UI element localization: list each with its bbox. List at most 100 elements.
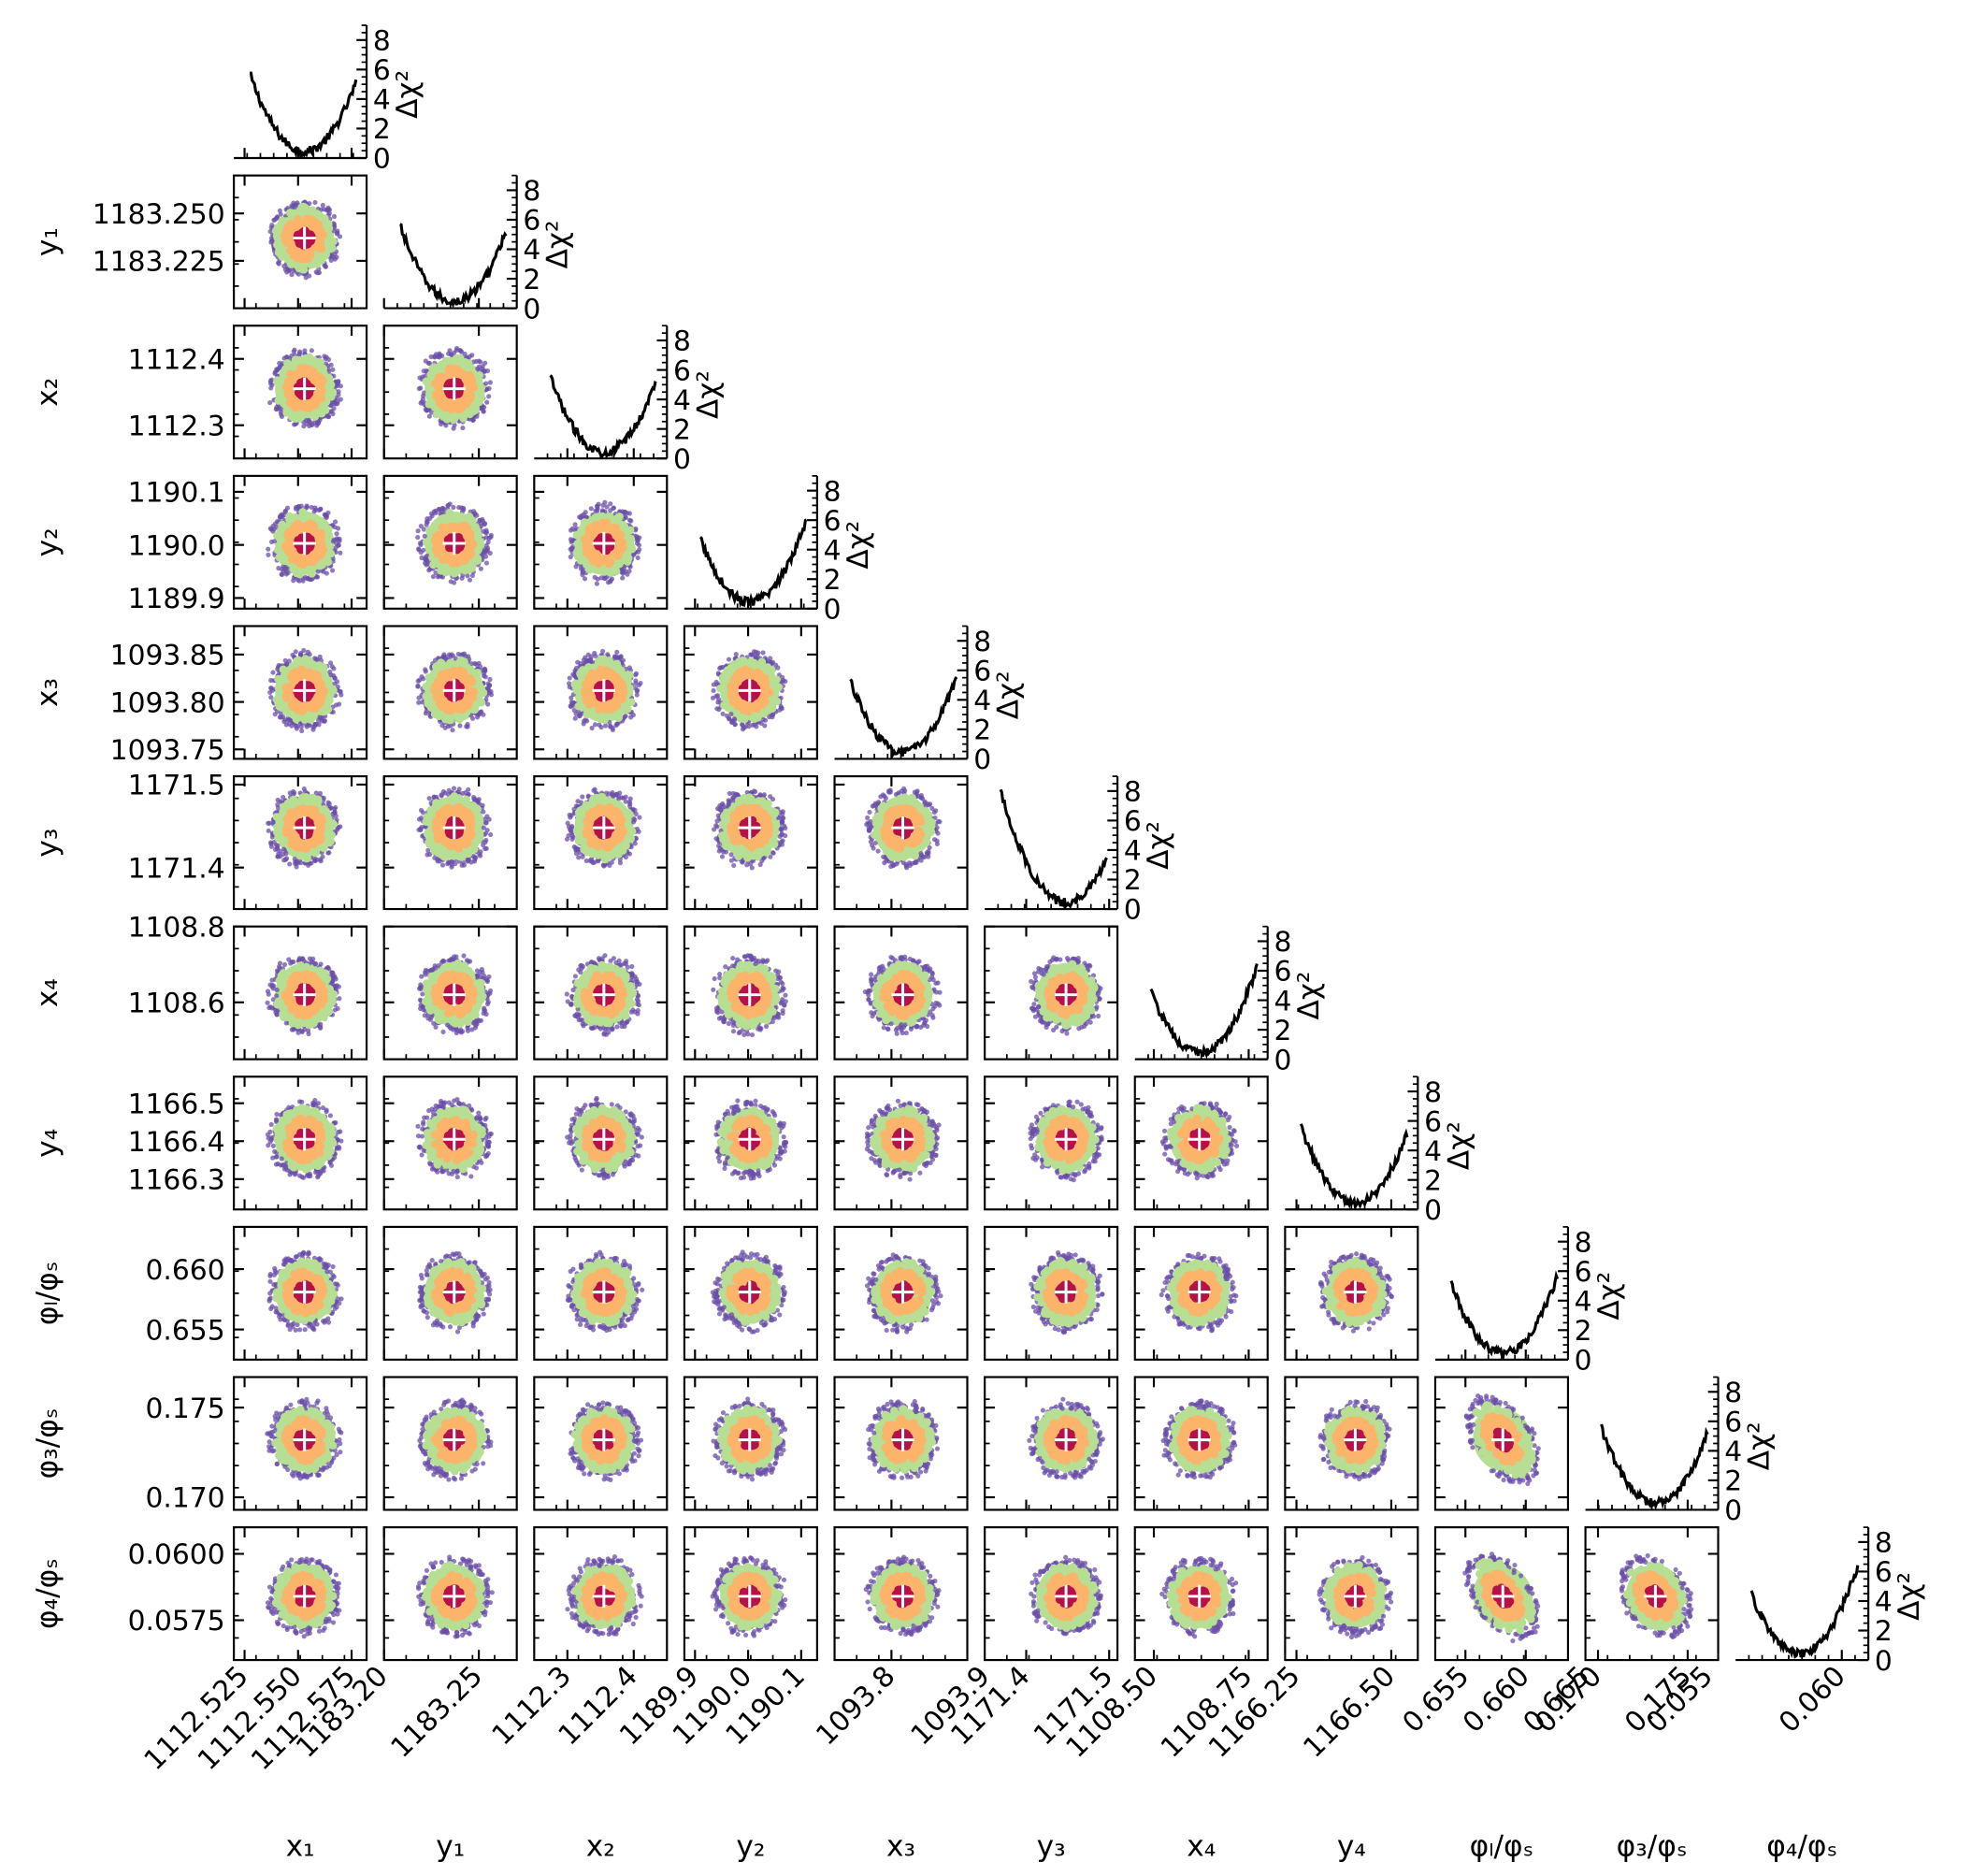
scatter-point (415, 683, 421, 689)
y-tick-label: 1190.0 (128, 529, 225, 562)
scatter-point (280, 361, 285, 367)
scatter-point (285, 570, 291, 576)
scatter-point (288, 549, 296, 558)
scatter-point (421, 527, 426, 532)
scatter-point (614, 649, 620, 655)
scatter-point (329, 685, 338, 695)
scatter-point (482, 360, 488, 366)
scatter-point (291, 355, 300, 365)
scatter-point (319, 364, 328, 373)
scatter-point (276, 566, 281, 571)
scatter-point (437, 353, 442, 358)
scatter-point (327, 243, 337, 253)
scatter-point (435, 688, 444, 698)
profile-curve (249, 71, 358, 158)
scatter-point (452, 423, 457, 428)
y-axis-label: Δχ² (842, 521, 875, 570)
scatter-point (316, 409, 324, 418)
scatter-point (633, 527, 639, 533)
scatter-point (275, 381, 284, 390)
scatter-point (282, 717, 288, 723)
scatter-point (429, 704, 438, 713)
scatter-point (617, 679, 626, 688)
scatter-point (418, 524, 424, 529)
scatter-point (288, 513, 296, 522)
scatter-point (275, 674, 284, 684)
scatter-point (610, 725, 615, 730)
scatter-point (439, 422, 444, 427)
scatter-point (313, 252, 322, 260)
scatter-point (453, 370, 461, 380)
scatter-point (315, 270, 321, 276)
scatter-point (468, 560, 477, 570)
scatter-point (482, 522, 487, 527)
scatter-point (486, 394, 492, 399)
scatter-point (302, 511, 311, 520)
scatter-point (435, 681, 443, 690)
scatter-points (267, 199, 343, 281)
scatter-point (272, 370, 278, 376)
y-axis-label: x₂ (31, 378, 65, 407)
scatter-point (440, 555, 450, 563)
scatter-points (267, 347, 343, 429)
scatter-point (455, 358, 464, 368)
scatter-point (430, 574, 436, 580)
scatter-point (481, 409, 486, 414)
scatter-point (617, 545, 626, 554)
scatter-point (271, 226, 281, 236)
scatter-point (453, 558, 462, 568)
scatter-point (488, 532, 494, 538)
scatter-point (594, 524, 603, 533)
scatter-point (422, 377, 431, 386)
scatter-panel-y1-x2 (382, 325, 518, 460)
scatter-point (275, 687, 283, 696)
scatter-point (599, 508, 605, 513)
scatter-point (281, 563, 286, 569)
scatter-point (464, 700, 473, 710)
scatter-point (266, 546, 271, 552)
scatter-point (421, 393, 426, 398)
scatter-point (627, 544, 637, 554)
scatter-point (572, 549, 582, 557)
scatter-point (425, 386, 435, 396)
scatter-point (582, 718, 587, 724)
scatter-point (484, 548, 490, 554)
scatter-point (424, 557, 429, 563)
scatter-point (268, 695, 274, 700)
scatter-point (336, 542, 341, 548)
scatter-point (293, 649, 298, 655)
scatter-point (428, 354, 434, 360)
scatter-point (307, 703, 315, 713)
scatter-point (316, 374, 325, 382)
scatter-point (475, 682, 484, 690)
scatter-point (325, 696, 334, 705)
y-tick-label: 2 (824, 564, 842, 597)
scatter-point (760, 650, 766, 656)
scatter-point (303, 367, 312, 376)
scatter-point (320, 716, 325, 722)
scatter-point (312, 661, 322, 671)
scatter-point (304, 207, 312, 215)
scatter-point (604, 504, 610, 510)
scatter-point (268, 239, 274, 245)
y-tick-label: 4 (673, 384, 691, 417)
scatter-point (594, 581, 599, 586)
scatter-point (469, 407, 478, 415)
scatter-point (271, 217, 277, 223)
scatter-point (293, 422, 298, 427)
y-tick-label: 4 (373, 84, 391, 117)
scatter-point (308, 419, 313, 426)
scatter-point (584, 674, 594, 683)
scatter-point (336, 392, 341, 397)
y-tick-label: 4 (824, 534, 842, 567)
scatter-point (622, 714, 627, 720)
y-tick-label: 6 (824, 505, 842, 538)
scatter-point (338, 688, 343, 694)
scatter-point (621, 551, 630, 559)
scatter-point (441, 506, 447, 512)
scatter-point (296, 527, 306, 536)
scatter-point (630, 713, 636, 718)
